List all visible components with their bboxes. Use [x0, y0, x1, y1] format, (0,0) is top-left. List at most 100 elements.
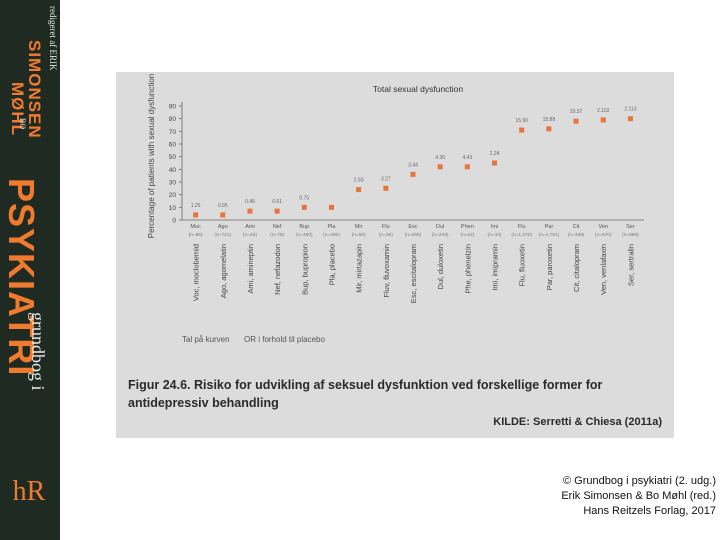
data-point [492, 160, 498, 166]
data-point [546, 126, 552, 132]
category-label: Nef [273, 224, 282, 230]
x-axis-label: Ven, venlafaxin [599, 244, 608, 295]
category-label: Phen [461, 224, 474, 230]
data-label: 0.48 [245, 199, 255, 205]
data-label: 3.44 [408, 162, 418, 168]
data-label: 0.95 [218, 203, 228, 209]
category-label: Mir [355, 224, 363, 230]
y-axis-label: Percentage of patients with sexual dysfu… [147, 74, 156, 239]
y-tick-label: 40 [169, 167, 177, 174]
chart-title: Total sexual dysfunction [373, 84, 464, 94]
category-label: Flu [382, 224, 390, 230]
n-label: (n=450) [296, 232, 313, 238]
credit-line-3: Hans Reitzels Forlag, 2017 [583, 505, 716, 517]
category-label: Ago [218, 224, 228, 230]
figure-source: KILDE: Serretti & Chiesa (2011a) [493, 416, 662, 428]
category-label: Pla [327, 224, 336, 230]
y-tick-label: 80 [169, 116, 177, 123]
category-label: Bup [299, 224, 309, 230]
y-tick-label: 90 [169, 104, 177, 111]
category-label: Flu [518, 224, 526, 230]
y-tick-label: 0 [172, 218, 176, 225]
credit-line-1: © Grundbog i psykiatri (2. udg.) [562, 475, 716, 487]
n-label: (n=22) [460, 232, 474, 238]
x-axis-label: Mir, mirtazapin [355, 244, 364, 293]
x-axis-label: Nef, nefazodon [273, 244, 282, 295]
y-tick-label: 60 [169, 142, 177, 149]
n-label: (n=285) [405, 232, 422, 238]
legend: Tal på kurven OR i forhold til placebo [182, 335, 325, 344]
svg-text:hR: hR [13, 476, 46, 507]
data-label: 15.90 [515, 118, 528, 124]
n-label: (n=988) [622, 232, 639, 238]
publisher-logo-icon: hR [13, 476, 46, 507]
data-point [383, 185, 389, 191]
legend-item-odds-ratio: OR i forhold til placebo [244, 335, 325, 344]
book-spine: redigeret af ERIK SIMONSEN MØHL BO PSYKI… [0, 0, 60, 540]
data-label: 20.37 [570, 109, 583, 115]
n-label: (n=406) [323, 232, 340, 238]
data-label: 1.25 [191, 203, 201, 209]
data-label: 4.43 [462, 155, 472, 161]
spine-subtitle: grundbog i [28, 312, 48, 391]
data-point [356, 187, 362, 193]
n-label: (n=1,751) [539, 232, 560, 238]
category-label: Esc [408, 224, 417, 230]
n-label: (n=39) [379, 232, 393, 238]
data-label: 2.102 [597, 108, 610, 114]
category-label: Dul [436, 224, 444, 230]
category-label: Cit [573, 224, 580, 230]
x-axis-label: Phe, phenelzin [463, 244, 472, 294]
n-label: (n=96) [189, 232, 203, 238]
spine-editors-line: redigeret af ERIK [48, 6, 58, 71]
x-axis-label: Flu, fluoxetin [518, 244, 527, 287]
credit-line-2: Erik Simonsen & Bo Møhl (red.) [561, 490, 716, 502]
data-point [410, 171, 416, 177]
y-tick-label: 30 [169, 180, 177, 187]
copyright-credits: © Grundbog i psykiatri (2. udg.) Erik Si… [561, 474, 716, 519]
figure-caption: Figur 24.6. Risiko for udvikling af seks… [128, 378, 603, 410]
n-label: (n=34) [488, 232, 502, 238]
data-label: 4.36 [435, 155, 445, 161]
data-label: 2.24 [490, 151, 500, 157]
data-point [193, 212, 199, 218]
data-label: 0.75 [299, 195, 309, 201]
data-point [573, 118, 579, 124]
n-label: (n=60) [352, 232, 366, 238]
category-label: Ami [245, 224, 254, 230]
data-point [328, 204, 334, 210]
data-point [627, 116, 633, 122]
n-label: (n=670) [595, 232, 612, 238]
n-label: (n=498) [568, 232, 585, 238]
x-axis-label: Imi, imipramin [491, 244, 500, 291]
x-axis-label: Ser, sertralin [626, 244, 635, 286]
x-axis-label: Pla, placebo [327, 244, 336, 285]
figure-panel: Total sexual dysfunction 0 10 20 30 40 50 60 70… [116, 72, 674, 438]
data-label: 15.88 [543, 117, 556, 123]
data-point [301, 204, 307, 210]
x-axis-label: Ami, amineptin [246, 244, 255, 294]
n-label: (n=1,270) [511, 232, 532, 238]
data-label: 3.27 [381, 176, 391, 182]
x-axis-label: Par, paroxetin [545, 244, 554, 290]
y-tick-label: 50 [169, 154, 177, 161]
x-axis-label: Ago, agomelatin [219, 244, 228, 298]
category-label: Ven [598, 224, 607, 230]
category-label: Moc [190, 224, 201, 230]
data-point [519, 127, 525, 133]
category-label: Par [545, 224, 554, 230]
n-label: (n=45) [243, 232, 257, 238]
data-point [464, 164, 470, 170]
n-label: (n=78) [270, 232, 284, 238]
data-point [600, 117, 606, 123]
data-label: 0.61 [272, 199, 282, 205]
n-label: (n=228) [432, 232, 449, 238]
data-point [437, 164, 443, 170]
data-label: 2.113 [624, 107, 636, 113]
x-axis-label: Bup, bupropion [300, 244, 309, 295]
data-point [274, 208, 280, 214]
data-point [220, 212, 226, 218]
x-axis-label: Cit, citalopram [572, 244, 581, 292]
data-label: 2.93 [354, 178, 364, 184]
data-point [247, 208, 253, 214]
